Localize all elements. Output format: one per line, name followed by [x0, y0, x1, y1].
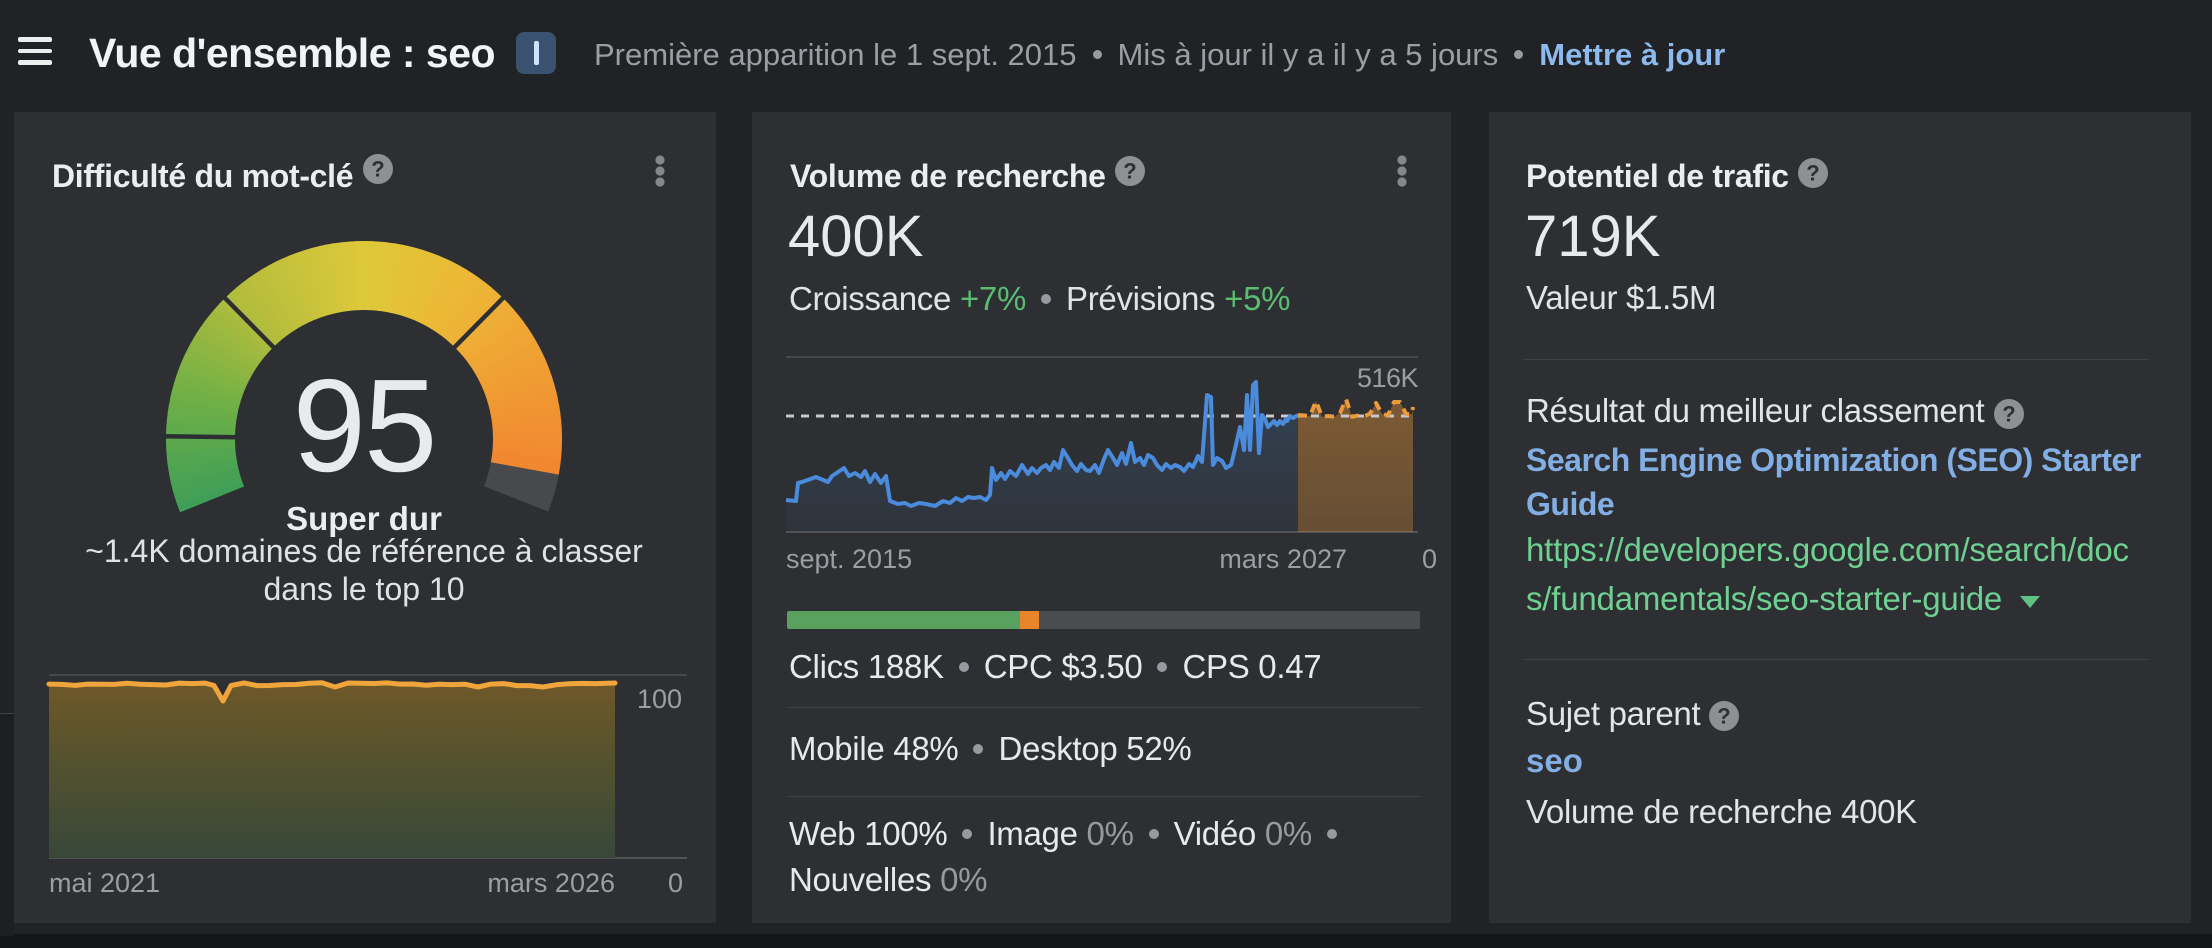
svg-text:?: ?	[1123, 159, 1136, 184]
svg-text:?: ?	[2002, 402, 2015, 427]
svg-text:?: ?	[371, 157, 384, 182]
svg-text:?: ?	[1717, 704, 1730, 729]
svg-text:?: ?	[1806, 161, 1819, 186]
